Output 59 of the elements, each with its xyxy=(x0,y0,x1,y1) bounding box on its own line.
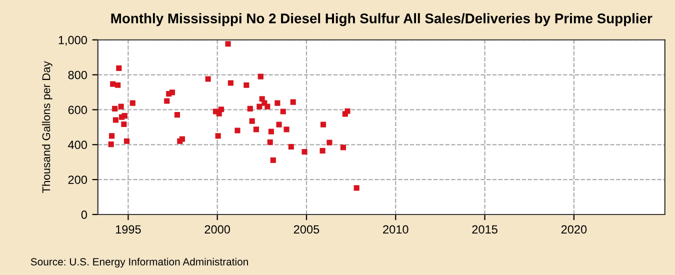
point xyxy=(112,106,118,112)
point xyxy=(121,121,127,127)
point xyxy=(112,117,118,123)
y-tick-label: 200 xyxy=(68,176,87,184)
y-tick-label: 400 xyxy=(68,140,87,150)
point xyxy=(302,149,308,155)
point xyxy=(118,104,124,110)
point xyxy=(268,128,274,134)
point xyxy=(124,138,130,144)
point xyxy=(228,80,234,86)
point xyxy=(354,185,360,191)
point xyxy=(109,133,115,139)
x-tick-label: 1995 xyxy=(116,225,141,234)
point xyxy=(218,106,224,112)
point xyxy=(284,126,290,132)
point xyxy=(249,118,255,124)
y-tick-label: 1,000 xyxy=(58,36,87,46)
point xyxy=(258,74,264,80)
point xyxy=(164,98,170,104)
x-tick-label: 2010 xyxy=(383,225,408,234)
point xyxy=(276,122,282,128)
y-tick-label: 800 xyxy=(68,70,87,80)
point xyxy=(247,106,253,112)
point xyxy=(274,100,280,106)
x-tick-label: 2015 xyxy=(472,225,498,234)
point xyxy=(225,41,231,47)
point xyxy=(130,100,136,106)
point xyxy=(280,108,286,114)
point xyxy=(326,140,332,146)
point xyxy=(288,144,294,150)
point xyxy=(270,157,276,163)
y-tick-label: 600 xyxy=(68,106,87,114)
x-tick-label: 2005 xyxy=(294,225,320,234)
source-note: Source: U.S. Energy Information Administration xyxy=(30,258,248,268)
point xyxy=(115,82,121,88)
y-tick-label: 0 xyxy=(81,210,87,219)
x-tick-label: 2020 xyxy=(561,225,587,234)
point xyxy=(169,90,176,96)
point xyxy=(320,122,326,128)
point xyxy=(264,104,270,110)
point xyxy=(174,112,180,118)
point xyxy=(215,133,221,139)
x-tick-label: 2000 xyxy=(204,225,230,234)
point xyxy=(205,76,211,82)
point xyxy=(122,113,128,119)
point xyxy=(267,139,273,145)
point xyxy=(340,144,346,150)
point xyxy=(108,142,114,148)
point xyxy=(320,148,326,154)
point xyxy=(290,99,296,105)
point xyxy=(244,82,250,88)
point xyxy=(234,128,240,134)
point xyxy=(344,108,350,114)
point xyxy=(116,65,122,71)
point xyxy=(256,104,262,110)
point xyxy=(253,126,259,132)
point xyxy=(110,81,116,87)
chart-title: Monthly Mississippi No 2 Diesel High Sulfur All Sales/Deliveries by Prime Supplier xyxy=(111,13,652,26)
y-axis-title: Thousand Gallons per Day xyxy=(42,61,52,194)
